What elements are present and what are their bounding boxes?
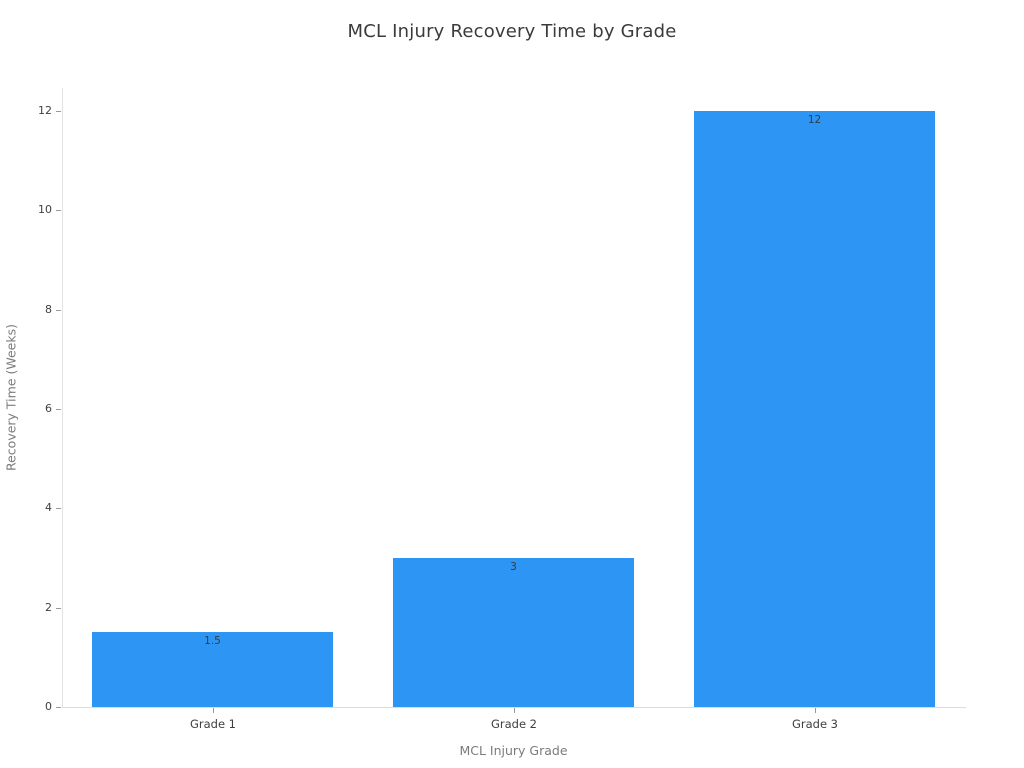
- y-tick-label: 0: [45, 700, 52, 713]
- bar-grade-1: 1.5: [92, 632, 333, 707]
- y-axis-line: [62, 88, 63, 707]
- bar-value-label: 1.5: [204, 635, 221, 647]
- y-tick-label: 12: [38, 104, 52, 117]
- y-tick-mark: [56, 210, 61, 211]
- y-tick-mark: [56, 508, 61, 509]
- x-tick-mark: [815, 708, 816, 713]
- y-tick-mark: [56, 707, 61, 708]
- bar-value-label: 12: [807, 114, 822, 126]
- y-tick-mark: [56, 310, 61, 311]
- y-tick-label: 8: [45, 303, 52, 316]
- y-tick-label: 10: [38, 203, 52, 216]
- y-tick-label: 4: [45, 501, 52, 514]
- chart-title: MCL Injury Recovery Time by Grade: [347, 21, 677, 42]
- x-axis-label: MCL Injury Grade: [459, 743, 568, 758]
- y-tick-label: 2: [45, 601, 52, 614]
- y-tick-mark: [56, 608, 61, 609]
- x-tick-label: Grade 2: [490, 717, 538, 731]
- x-tick-label: Grade 1: [189, 717, 237, 731]
- y-tick-mark: [56, 409, 61, 410]
- x-axis-line: [62, 707, 966, 708]
- plot-area: 1.5 3 12: [62, 88, 965, 707]
- x-tick-mark: [514, 708, 515, 713]
- bar-grade-3: 12: [694, 111, 935, 707]
- x-tick-label: Grade 3: [791, 717, 839, 731]
- x-tick-mark: [213, 708, 214, 713]
- y-tick-mark: [56, 111, 61, 112]
- bar-value-label: 3: [510, 561, 517, 573]
- y-axis-label: Recovery Time (Weeks): [3, 324, 19, 472]
- y-tick-label: 6: [45, 402, 52, 415]
- bar-grade-2: 3: [393, 558, 634, 707]
